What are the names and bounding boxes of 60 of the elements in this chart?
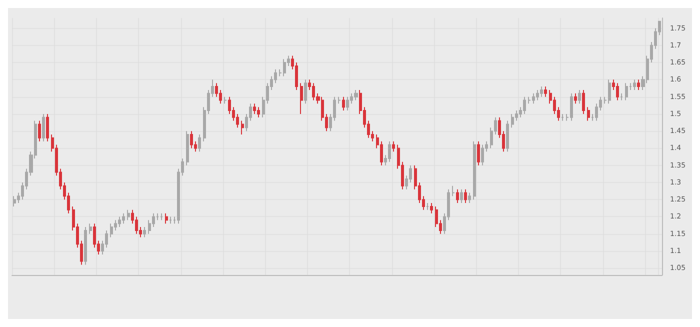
candlestick — [528, 96, 531, 104]
candlestick — [544, 86, 547, 98]
candlestick — [506, 120, 509, 152]
candlestick — [169, 216, 172, 224]
candlestick — [388, 140, 391, 162]
candlestick — [283, 58, 286, 77]
candlestick — [481, 144, 484, 166]
candlestick — [224, 96, 227, 104]
candlestick — [338, 96, 341, 104]
candlestick — [616, 82, 619, 101]
candlestick — [625, 82, 628, 101]
candlestick — [354, 89, 358, 101]
candlestick — [426, 202, 429, 210]
candlestick — [456, 188, 459, 204]
candlestick — [118, 216, 121, 228]
candlestick — [452, 185, 455, 197]
candlestick — [160, 212, 163, 221]
candlestick — [342, 96, 345, 112]
candlestick — [186, 130, 189, 166]
candlestick — [578, 89, 581, 104]
candlestick — [346, 96, 349, 112]
candlestick — [477, 140, 480, 166]
candlestick — [561, 113, 564, 122]
candlestick — [122, 212, 125, 224]
candlestick — [110, 223, 113, 238]
candlestick — [392, 140, 395, 152]
candlestick — [143, 226, 146, 238]
candlestick — [532, 92, 535, 104]
candlestick — [430, 202, 433, 214]
candlestick — [165, 212, 168, 224]
candlestick — [304, 79, 307, 104]
candlestick — [540, 86, 543, 98]
candlestick — [241, 120, 244, 136]
candlestick — [468, 192, 471, 204]
candlestick — [46, 113, 49, 142]
candlestick — [198, 134, 201, 152]
candlestick — [536, 89, 539, 101]
candlestick — [253, 103, 256, 114]
candlestick — [42, 113, 45, 142]
candlestick — [637, 79, 640, 90]
candlestick — [89, 223, 92, 234]
candlestick — [570, 92, 573, 122]
candlestick — [587, 106, 590, 122]
candlestick — [190, 130, 193, 149]
candlestick — [608, 79, 611, 104]
candlestick — [473, 140, 476, 200]
candlestick — [84, 226, 87, 266]
candlestick — [582, 89, 585, 114]
candlestick — [38, 120, 41, 142]
candlestick — [127, 209, 130, 221]
candlestick — [464, 188, 467, 204]
candlestick — [511, 113, 514, 128]
candlestick — [620, 92, 623, 101]
candlestick — [460, 188, 463, 204]
candlestick — [633, 79, 636, 90]
candlestick — [13, 196, 16, 207]
candlestick — [523, 96, 526, 114]
candlestick — [300, 82, 303, 114]
candlestick — [257, 106, 260, 118]
candlestick — [574, 92, 577, 104]
